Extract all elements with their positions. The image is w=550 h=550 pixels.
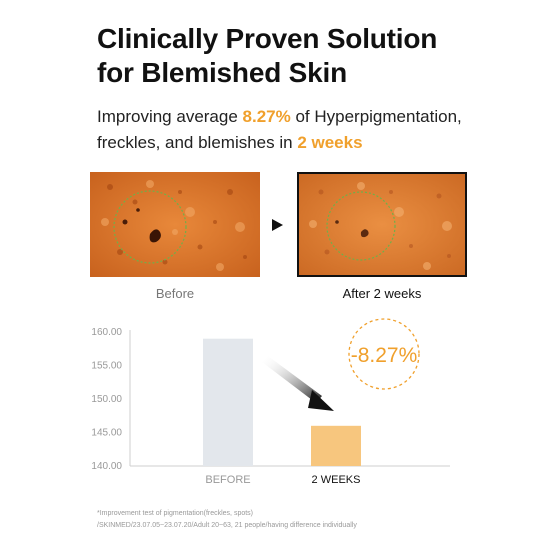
bar-before: [203, 338, 253, 466]
title-line-2: for Blemished Skin: [97, 57, 348, 88]
subtitle-suffix: of Hyperpigmentation,: [290, 107, 462, 126]
x-tick-label: BEFORE: [205, 474, 250, 486]
y-tick-label: 145.00: [91, 428, 122, 439]
weeks-highlight: 2 weeks: [297, 133, 363, 152]
y-tick-label: 140.00: [91, 461, 122, 472]
subtitle: Improving average 8.27% of Hyperpigmenta…: [97, 104, 517, 156]
subtitle-line2-prefix: freckles, and blemishes in: [97, 133, 298, 152]
y-tick-label: 160.00: [91, 327, 122, 338]
badge-value: -8.27%: [351, 344, 418, 367]
percent-badge: -8.27%: [348, 318, 420, 390]
after-skin-image: [297, 172, 467, 277]
footnote-line-1: *Improvement test of pigmentation(freckl…: [97, 510, 254, 517]
footnote: *Improvement test of pigmentation(freckl…: [97, 508, 517, 532]
subtitle-prefix: Improving average: [97, 107, 243, 126]
arrow-right-icon: [272, 219, 283, 231]
title-line-1: Clinically Proven Solution: [97, 23, 438, 54]
before-label: Before: [155, 286, 195, 301]
x-tick-label: 2 WEEKS: [312, 474, 361, 486]
footnote-line-2: /SKINMED/23.07.05~23.07.20/Adult 20~63, …: [97, 522, 357, 529]
after-label: After 2 weeks: [342, 286, 422, 301]
y-tick-label: 150.00: [91, 394, 122, 405]
before-skin-image: [90, 172, 260, 277]
down-arrow-icon: [262, 356, 334, 411]
percent-highlight: 8.27%: [242, 107, 291, 126]
bar-2-weeks: [311, 425, 361, 466]
page-title: Clinically Proven Solution for Blemished…: [97, 22, 517, 90]
y-tick-label: 155.00: [91, 361, 122, 372]
subtitle-line-2: freckles, and blemishes in 2 weeks: [97, 130, 517, 156]
subtitle-line-1: Improving average 8.27% of Hyperpigmenta…: [97, 104, 517, 130]
